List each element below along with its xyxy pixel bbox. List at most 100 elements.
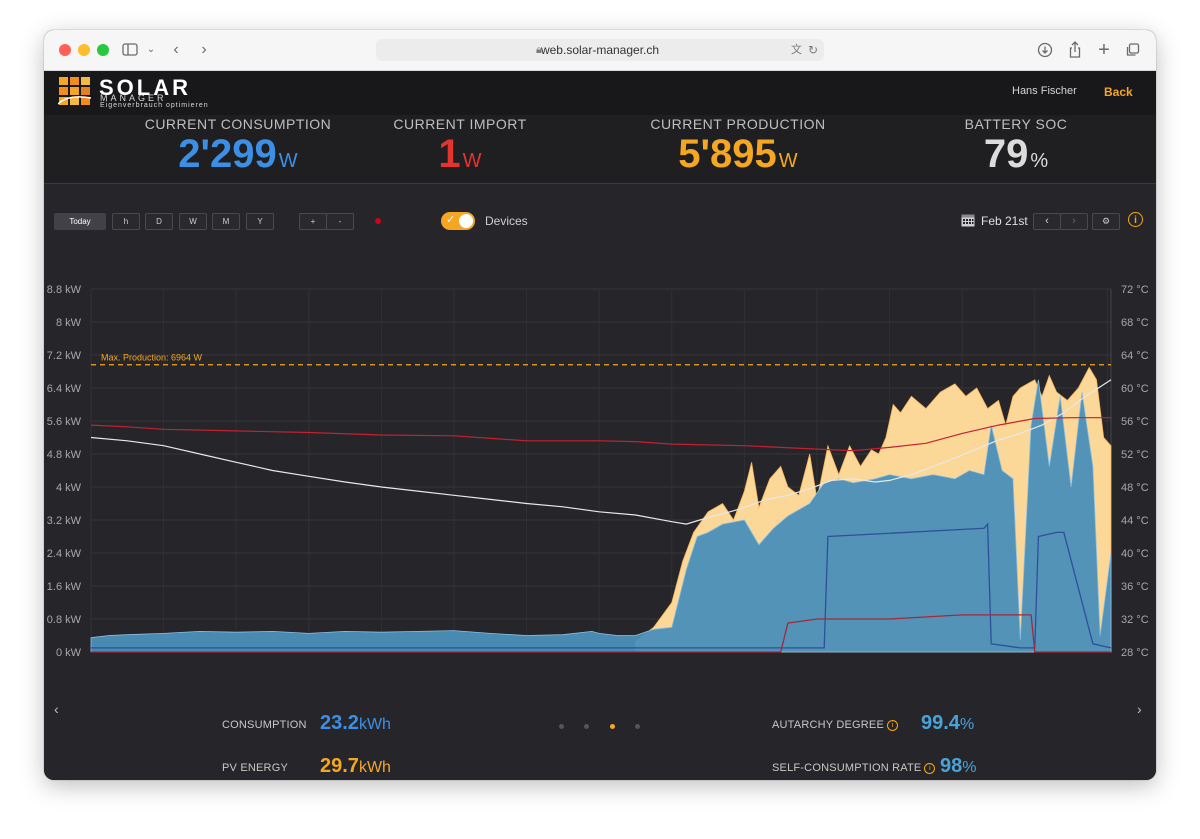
energy-chart: 0 kW 0.8 kW 1.6 kW 2.4 kW 3.2 kW 4 kW 4.8 kW 5.… [47,284,1149,659]
pager-dot-3[interactable] [610,724,615,729]
range-hour-button[interactable]: h [112,213,140,230]
y-left-tick-label: 0 kW [56,647,82,659]
heat-pump-load-line [91,614,1111,653]
pager-dot-1[interactable] [559,724,564,729]
devices-toggle[interactable]: ✓ [441,212,475,230]
sidebar-toggle-icon[interactable] [120,39,140,61]
self-consumption-value: 98% [940,755,976,778]
range-today-button[interactable]: Today [54,213,106,230]
date-label[interactable]: Feb 21st [981,214,1028,228]
consumption-label: CONSUMPTION [222,719,307,731]
downloads-icon[interactable] [1036,39,1054,61]
consumption-unit: kWh [358,716,391,733]
summary-prev-icon[interactable]: ‹ [54,701,59,717]
reload-icon[interactable]: ↻ [807,43,818,57]
zoom-window-button[interactable] [97,44,109,56]
sidebar-menu-chevron-icon[interactable]: ⌄ [146,44,156,55]
current-stats-bar: CURRENT CONSUMPTION 2'299 W CURRENT IMPOR… [44,115,1156,184]
zoom-out-button[interactable]: - [326,213,354,230]
y-left-tick-label: 6.4 kW [47,383,82,395]
y-left-tick-label: 8.8 kW [47,284,82,296]
autarchy-unit: % [959,716,975,733]
back-nav-icon[interactable]: ‹ [173,41,179,58]
next-day-button[interactable]: › [1060,213,1088,230]
autarchy-info-icon[interactable]: i [887,720,899,731]
max-production-label: Max. Production: 6964 W [101,353,203,363]
tab-overview-icon[interactable] [1124,39,1142,61]
summary-next-icon[interactable]: › [1137,701,1142,717]
stat-current-consumption: CURRENT CONSUMPTION 2'299 W [108,115,368,183]
share-icon[interactable] [1066,39,1084,61]
stat-unit: % [1030,150,1049,172]
live-indicator-icon [375,218,381,224]
chevron-right-icon: › [1072,215,1076,227]
toggle-knob [459,214,473,228]
logo-text: SOLAR [99,75,191,100]
stat-number: 5'895 [678,132,777,176]
chevron-left-icon: ‹ [1045,215,1049,227]
stat-number: 1 [438,132,461,176]
gear-icon: ⚙ [1101,216,1111,226]
y-left-tick-label: 3.2 kW [47,515,82,527]
y-right-tick-label: 68 °C [1121,317,1149,329]
pv-energy-value: 29.7kWh [320,755,391,778]
address-bar[interactable]: 🔒︎ web.solar-manager.ch 文 ↻ [376,39,824,61]
battery-temperature-line [90,379,1112,525]
back-link[interactable]: Back [1104,85,1133,99]
user-name[interactable]: Hans Fischer [1012,85,1077,97]
stat-battery-soc: BATTERY SOC 79% [886,115,1146,183]
info-icon[interactable]: i [1128,212,1143,227]
y-right-tick-label: 48 °C [1121,482,1149,494]
stat-label: CURRENT CONSUMPTION [144,116,332,132]
range-month-button[interactable]: M [212,213,240,230]
y-left-tick-label: 1.6 kW [47,581,82,593]
y-right-tick-label: 44 °C [1121,515,1149,527]
translate-icon[interactable]: 文 [791,44,802,56]
stat-number: 79 [983,132,1029,176]
stat-number: 2'299 [178,132,277,176]
pager-dot-2[interactable] [584,724,589,729]
calendar-icon[interactable] [961,213,975,227]
y-right-tick-label: 60 °C [1121,383,1149,395]
water-temperature-line [90,417,1111,452]
self-consumption-info-icon[interactable]: i [924,763,936,774]
autarchy-label: AUTARCHY DEGREE i [772,719,899,731]
y-left-tick-label: 2.4 kW [47,548,82,560]
browser-toolbar: ⌄ ‹ › 🔒︎ web.solar-manager.ch 文 ↻ + [44,30,1156,71]
autarchy-label-text: AUTARCHY DEGREE [772,719,885,731]
autarchy-number: 99.4 [921,712,960,734]
close-window-button[interactable] [59,44,71,56]
y-right-tick-label: 28 °C [1121,647,1149,659]
self-consumption-label-text: SELF-CONSUMPTION RATE [772,762,922,774]
y-left-tick-label: 0.8 kW [47,614,82,626]
stat-label: BATTERY SOC [964,116,1068,132]
pager-dot-4[interactable] [635,724,640,729]
pv-energy-number: 29.7 [320,755,359,777]
range-year-button[interactable]: Y [246,213,274,230]
stat-value: 5'895 W [608,132,868,183]
zoom-in-button[interactable]: + [299,213,327,230]
lock-icon: 🔒︎ [536,44,542,56]
y-left-tick-label: 4 kW [56,482,82,494]
device-load-line [91,522,1112,649]
daily-summary: ‹ › CONSUMPTION 23.2kWh PV ENERGY 29.7kW… [44,661,1156,780]
stat-label: CURRENT PRODUCTION [650,116,826,132]
minimize-window-button[interactable] [78,44,90,56]
pv-energy-label: PV ENERGY [222,762,288,774]
stat-label: CURRENT IMPORT [393,116,527,132]
y-left-tick-label: 7.2 kW [47,350,82,362]
range-week-button[interactable]: W [179,213,207,230]
prev-day-button[interactable]: ‹ [1033,213,1061,230]
consumption-area [90,379,1112,653]
y-right-tick-label: 64 °C [1121,350,1149,362]
chart-settings-button[interactable]: ⚙ [1092,213,1120,230]
forward-nav-icon[interactable]: › [201,41,207,58]
self-consumption-number: 98 [940,755,963,777]
new-tab-icon[interactable]: + [1098,39,1110,61]
stat-current-production: CURRENT PRODUCTION 5'895 W [608,115,868,183]
url-text: web.solar-manager.ch [540,43,660,57]
app-header: SOLAR MANAGER Eigenverbrauch optimieren … [44,71,1156,115]
range-day-button[interactable]: D [145,213,173,230]
